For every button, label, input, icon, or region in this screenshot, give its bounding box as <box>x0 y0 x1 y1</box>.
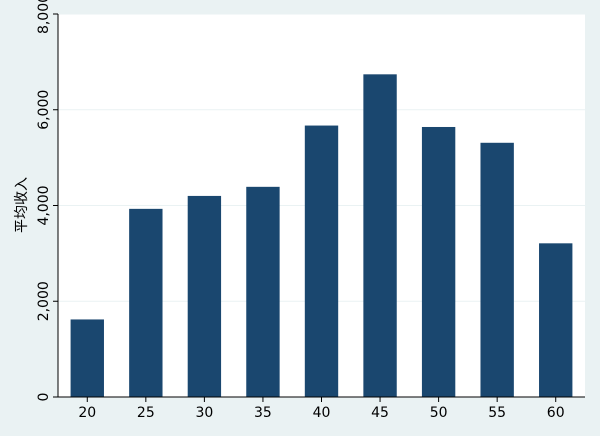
y-tick-label: 0 <box>36 393 52 402</box>
y-axis-label: 平均收入 <box>14 177 30 233</box>
bars <box>70 74 573 398</box>
x-tick-label: 35 <box>254 405 272 421</box>
y-tick-label: 8,000 <box>36 0 52 34</box>
x-tick-label: 20 <box>78 405 96 421</box>
x-tick-label: 40 <box>313 405 331 421</box>
bar <box>129 208 163 397</box>
y-tick-label: 4,000 <box>36 185 52 225</box>
y-tick-label: 2,000 <box>36 281 52 321</box>
y-axis-ticks: 0 2,000 4,000 6,000 8,000 <box>36 0 58 401</box>
x-tick-label: 30 <box>195 405 213 421</box>
x-tick-label: 60 <box>547 405 565 421</box>
bar <box>421 126 456 398</box>
x-tick-label: 45 <box>371 405 389 421</box>
bar <box>363 74 397 397</box>
x-tick-label: 50 <box>430 405 448 421</box>
x-tick-label: 55 <box>488 405 506 421</box>
bar <box>539 243 573 397</box>
bar <box>304 125 339 397</box>
bar <box>246 186 280 397</box>
y-tick-label: 6,000 <box>36 90 52 130</box>
bar <box>480 142 514 397</box>
x-tick-label: 25 <box>137 405 155 421</box>
bar <box>187 195 222 397</box>
x-axis-ticks: 20 25 30 35 40 45 50 55 60 <box>78 397 565 421</box>
bar <box>70 319 104 397</box>
